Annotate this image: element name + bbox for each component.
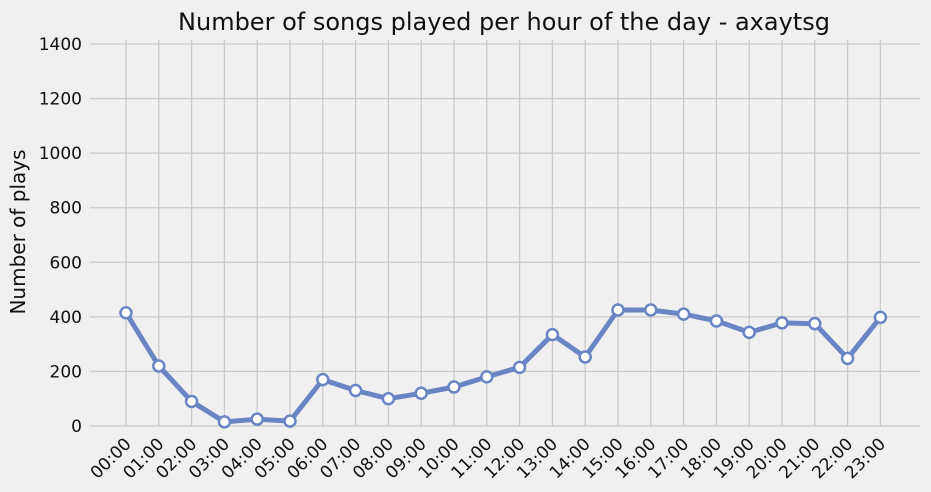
y-gridlines <box>90 43 920 427</box>
data-point <box>283 414 297 428</box>
data-point <box>644 303 658 317</box>
data-point <box>840 351 855 366</box>
data-point <box>447 380 461 394</box>
data-point <box>775 316 789 330</box>
series-group <box>119 303 888 429</box>
y-tick-label: 400 <box>50 308 82 328</box>
chart-title: Number of songs played per hour of the d… <box>178 8 830 36</box>
data-point <box>348 383 363 398</box>
y-tick-label: 0 <box>71 417 82 437</box>
data-point <box>709 314 724 328</box>
data-point <box>217 415 232 429</box>
data-point <box>676 307 691 321</box>
y-tick-label: 200 <box>50 362 82 382</box>
data-point <box>545 327 560 342</box>
y-tick-labels: 0 200 400 600 800 1000 1200 1400 <box>39 35 82 437</box>
data-point <box>873 310 888 325</box>
data-point <box>578 350 592 364</box>
data-point <box>742 325 756 340</box>
data-point <box>152 359 166 373</box>
data-point <box>414 386 428 401</box>
y-axis-label: Number of plays <box>6 149 30 314</box>
data-point <box>119 306 133 320</box>
y-tick-label: 1200 <box>39 90 82 110</box>
y-tick-label: 600 <box>50 253 82 273</box>
data-point <box>808 316 822 331</box>
data-point <box>480 370 494 384</box>
data-point <box>381 391 396 406</box>
y-tick-label: 800 <box>50 199 82 219</box>
y-tick-label: 1000 <box>39 144 82 164</box>
y-tick-label: 1400 <box>39 35 82 55</box>
data-point <box>250 412 264 426</box>
data-point <box>184 394 199 409</box>
data-point <box>316 372 330 387</box>
data-point <box>512 360 527 375</box>
data-point <box>611 303 625 317</box>
